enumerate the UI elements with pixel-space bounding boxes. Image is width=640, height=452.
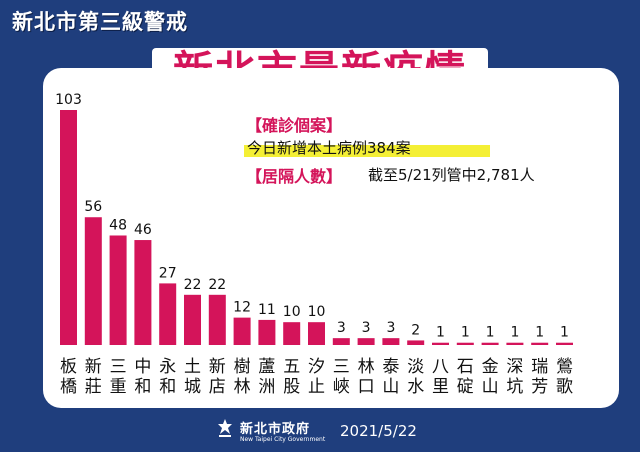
data-label: 1 bbox=[486, 325, 495, 341]
category-label: 店 bbox=[209, 377, 226, 397]
bar-三峽 bbox=[332, 338, 350, 345]
isolation-text: 截至5/21列管中2,781人 bbox=[368, 166, 535, 184]
category-label: 莊 bbox=[85, 377, 102, 397]
category-label: 八 bbox=[432, 357, 449, 377]
category-label: 里 bbox=[432, 377, 449, 397]
data-label: 46 bbox=[134, 222, 152, 238]
category-label: 林 bbox=[358, 357, 375, 377]
footer-org-name: 新北市政府 bbox=[240, 422, 311, 437]
category-label: 中 bbox=[134, 357, 151, 377]
data-label: 12 bbox=[233, 300, 251, 316]
category-label: 和 bbox=[134, 377, 151, 397]
bar-土城 bbox=[184, 294, 201, 345]
category-label: 芳 bbox=[531, 377, 548, 397]
category-label: 林 bbox=[234, 377, 251, 397]
chart-card bbox=[43, 68, 619, 408]
alert-level-title: 新北市第三級警戒 bbox=[12, 10, 188, 34]
confirmed-label: 【確診個案】 bbox=[246, 116, 343, 135]
category-label: 瑞 bbox=[531, 357, 548, 377]
data-label: 2 bbox=[411, 322, 420, 338]
data-label: 1 bbox=[535, 325, 544, 341]
bar-鶯歌 bbox=[556, 342, 573, 345]
data-label: 103 bbox=[55, 92, 82, 108]
bar-林口 bbox=[357, 338, 375, 345]
bar-八里 bbox=[432, 342, 449, 345]
data-label: 3 bbox=[337, 320, 346, 336]
category-label: 板 bbox=[60, 357, 77, 377]
bar-樹林 bbox=[233, 317, 251, 345]
bar-中和 bbox=[134, 240, 152, 345]
bar-泰山 bbox=[382, 338, 400, 345]
bar-汐止 bbox=[308, 322, 325, 345]
category-label: 鶯 bbox=[556, 357, 573, 377]
bar-淡水 bbox=[407, 340, 425, 345]
data-label: 10 bbox=[308, 304, 326, 320]
category-label: 樹 bbox=[234, 357, 251, 377]
category-label: 淡 bbox=[407, 357, 424, 377]
category-label: 坑 bbox=[506, 377, 523, 397]
footer-date: 2021/5/22 bbox=[340, 422, 417, 440]
data-label: 11 bbox=[258, 302, 276, 318]
bar-新店 bbox=[208, 294, 226, 345]
city-emblem-icon bbox=[218, 419, 232, 437]
category-label: 泰 bbox=[382, 357, 399, 377]
bar-瑞芳 bbox=[531, 342, 549, 345]
bar-深坑 bbox=[506, 342, 524, 345]
bar-五股 bbox=[283, 322, 301, 345]
category-label: 股 bbox=[283, 377, 300, 397]
category-label: 水 bbox=[407, 377, 424, 397]
category-label: 口 bbox=[358, 377, 375, 397]
bar-石碇 bbox=[456, 342, 474, 345]
data-label: 1 bbox=[461, 325, 470, 341]
category-label: 新 bbox=[209, 357, 226, 377]
data-label: 27 bbox=[159, 265, 177, 281]
category-label: 五 bbox=[283, 357, 300, 377]
data-label: 48 bbox=[109, 217, 127, 233]
category-label: 土 bbox=[184, 357, 201, 377]
category-label: 止 bbox=[308, 377, 325, 397]
bar-新莊 bbox=[84, 217, 102, 345]
isolation-label: 【居隔人數】 bbox=[246, 167, 343, 186]
confirmed-text: 今日新增本土病例384案 bbox=[247, 139, 411, 157]
bar-三重 bbox=[109, 235, 127, 345]
category-label: 金 bbox=[482, 357, 499, 377]
category-label: 深 bbox=[506, 357, 523, 377]
footer-org-name-en: New Taipei City Government bbox=[240, 436, 326, 443]
category-label: 石 bbox=[457, 357, 474, 377]
category-label: 歌 bbox=[556, 377, 573, 397]
category-label: 汐 bbox=[308, 357, 325, 377]
data-label: 1 bbox=[510, 325, 519, 341]
bar-板橋 bbox=[60, 110, 77, 345]
category-label: 洲 bbox=[258, 377, 275, 397]
data-label: 22 bbox=[184, 277, 202, 293]
footer: 新北市政府 New Taipei City Government 2021/5/… bbox=[0, 412, 640, 452]
bar-永和 bbox=[159, 283, 177, 345]
category-label: 橋 bbox=[60, 377, 77, 397]
category-label: 城 bbox=[184, 377, 201, 397]
category-label: 山 bbox=[482, 377, 499, 397]
category-label: 三 bbox=[110, 357, 127, 377]
category-label: 山 bbox=[382, 377, 399, 397]
bar-金山 bbox=[481, 342, 499, 345]
category-label: 峽 bbox=[333, 377, 350, 397]
data-label: 1 bbox=[436, 325, 445, 341]
data-label: 1 bbox=[560, 325, 569, 341]
category-label: 和 bbox=[159, 377, 176, 397]
bar-蘆洲 bbox=[258, 319, 276, 345]
category-label: 碇 bbox=[457, 377, 474, 397]
highlight-marker bbox=[244, 145, 490, 157]
category-label: 新 bbox=[85, 357, 102, 377]
data-label: 22 bbox=[208, 277, 226, 293]
category-label: 蘆 bbox=[258, 357, 275, 377]
category-label: 重 bbox=[110, 377, 127, 397]
data-label: 3 bbox=[362, 320, 371, 336]
category-label: 永 bbox=[159, 357, 176, 377]
data-label: 56 bbox=[84, 199, 102, 215]
data-label: 3 bbox=[386, 320, 395, 336]
data-label: 10 bbox=[283, 304, 301, 320]
category-label: 三 bbox=[333, 357, 350, 377]
